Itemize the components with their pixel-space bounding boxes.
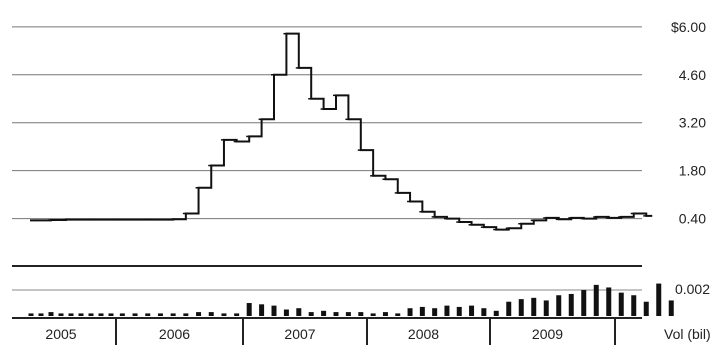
volume-bar bbox=[432, 308, 438, 316]
price-tick-label: 4.60 bbox=[679, 67, 706, 83]
volume-bar bbox=[48, 312, 54, 316]
price-tick-label: 1.80 bbox=[679, 163, 706, 179]
volume-bar bbox=[419, 306, 425, 316]
volume-bar bbox=[58, 313, 64, 316]
volume-bar bbox=[271, 305, 277, 316]
volume-bar bbox=[543, 300, 549, 316]
volume-bar bbox=[581, 290, 587, 316]
volume-bar bbox=[98, 313, 104, 316]
volume-bar bbox=[444, 305, 450, 316]
volume-bar bbox=[38, 313, 44, 316]
price-tick-label: 0.40 bbox=[679, 211, 706, 227]
price-tick-label: 3.20 bbox=[679, 115, 706, 131]
volume-tick-label: 0.002 bbox=[675, 281, 710, 297]
volume-bar bbox=[119, 313, 125, 316]
volume-bar bbox=[321, 310, 327, 316]
volume-bar bbox=[88, 313, 94, 316]
volume-bar bbox=[308, 312, 314, 316]
volume-bar bbox=[606, 287, 612, 316]
volume-bar bbox=[234, 313, 240, 316]
volume-bar bbox=[108, 313, 114, 316]
volume-bar bbox=[259, 304, 265, 316]
volume-bar bbox=[157, 313, 163, 316]
volume-bar bbox=[593, 284, 599, 316]
volume-bar bbox=[518, 299, 524, 316]
price-line bbox=[30, 32, 653, 231]
volume-bar bbox=[196, 312, 202, 316]
year-tick-label: 2006 bbox=[159, 326, 190, 342]
volume-bar bbox=[358, 312, 364, 316]
price-tick-label: $6.00 bbox=[671, 19, 706, 35]
volume-bar bbox=[68, 313, 74, 316]
volume-bar bbox=[407, 308, 413, 316]
volume-bar bbox=[145, 313, 151, 316]
volume-bar bbox=[246, 303, 252, 316]
volume-bar bbox=[382, 312, 388, 316]
volume-bar bbox=[208, 312, 214, 316]
volume-bar bbox=[469, 305, 475, 316]
volume-bar bbox=[183, 313, 189, 316]
volume-bar bbox=[531, 297, 537, 316]
volume-bar bbox=[170, 313, 176, 316]
volume-bar bbox=[456, 306, 462, 316]
volume-bar bbox=[556, 295, 562, 316]
year-tick-label: 2008 bbox=[408, 326, 439, 342]
volume-bar bbox=[345, 312, 351, 316]
volume-bar bbox=[506, 301, 512, 316]
volume-bar bbox=[370, 313, 376, 316]
volume-bar bbox=[395, 313, 401, 316]
volume-bar bbox=[78, 313, 84, 316]
volume-bar bbox=[493, 310, 499, 316]
volume-bar bbox=[668, 300, 674, 316]
volume-bar bbox=[631, 295, 637, 316]
volume-bar bbox=[132, 313, 138, 316]
year-tick-label: 2007 bbox=[284, 326, 315, 342]
volume-bar bbox=[618, 292, 624, 316]
volume-bar bbox=[481, 308, 487, 316]
volume-bar bbox=[28, 313, 34, 316]
year-tick-label: 2005 bbox=[45, 326, 76, 342]
volume-bar bbox=[643, 301, 649, 316]
volume-bar bbox=[296, 308, 302, 316]
volume-bar bbox=[333, 312, 339, 316]
volume-bar bbox=[568, 293, 574, 316]
year-tick-label: 2009 bbox=[532, 326, 563, 342]
volume-bar bbox=[221, 313, 227, 316]
volume-bar bbox=[656, 283, 662, 316]
volume-unit-label: Vol (bil) bbox=[664, 326, 711, 342]
volume-bar bbox=[283, 309, 289, 316]
